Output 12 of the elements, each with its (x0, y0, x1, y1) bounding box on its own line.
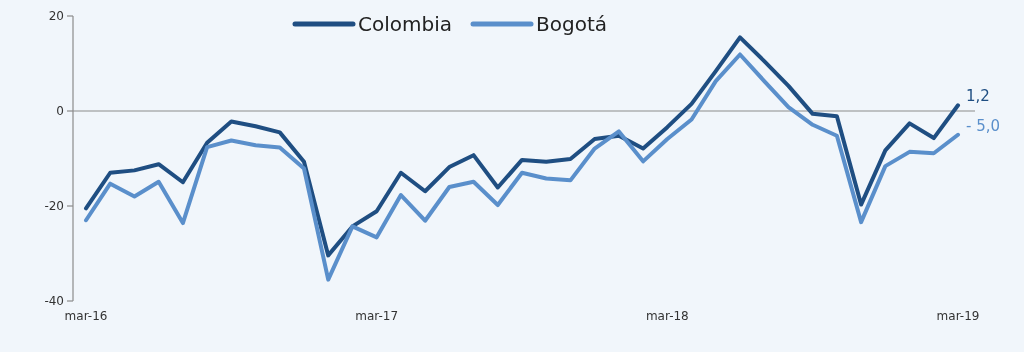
y-tick-label: -40 (44, 294, 64, 309)
legend-label: Bogotá (536, 12, 607, 36)
data-label: - 5,0 (966, 116, 1001, 135)
legend-label: Colombia (358, 12, 452, 36)
y-tick-label: 0 (56, 104, 64, 119)
x-tick-label: mar-18 (645, 309, 689, 323)
x-tick-label: mar-19 (936, 309, 980, 323)
x-tick-label: mar-16 (64, 309, 108, 323)
y-tick-label: -20 (44, 199, 64, 214)
y-tick-label: 20 (48, 9, 64, 24)
x-tick-label: mar-17 (355, 309, 399, 323)
data-label: 1,2 (966, 87, 990, 106)
